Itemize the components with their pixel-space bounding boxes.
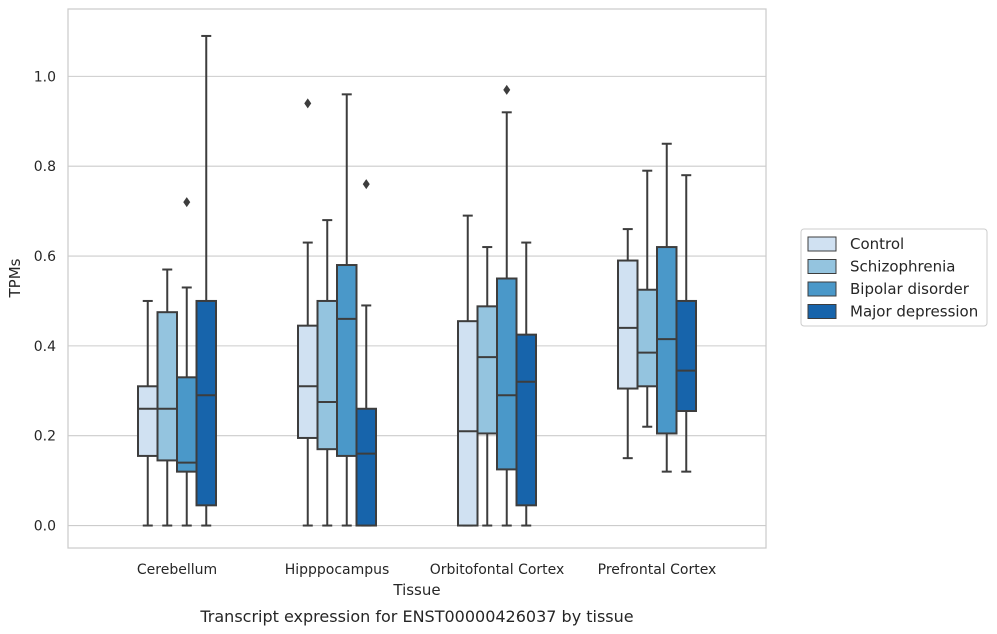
box [636,169,658,428]
box-body [476,305,498,435]
outlier-point [183,197,191,208]
legend-item: Control [807,235,904,253]
legend-swatch [807,236,837,252]
box-body [617,259,639,390]
legend-swatch [807,281,837,297]
box [496,84,518,527]
box [355,179,377,527]
box-body [316,299,338,451]
y-tick-label: 1.0 [34,69,56,85]
box-body [195,299,217,507]
box-body [636,288,658,388]
x-tick-label: Cerebellum [137,562,217,578]
legend-frame [800,228,988,327]
chart-caption: Transcript expression for ENST0000042603… [199,607,633,626]
box [156,268,178,527]
x-tick-label: Orbitofontal Cortex [430,562,565,578]
box [195,34,217,527]
box-body [297,324,319,439]
legend-item: Schizophrenia [807,258,955,276]
outlier-point [304,98,312,109]
legend-label: Major depression [850,303,978,321]
box [316,219,338,527]
legend-item: Bipolar disorder [807,280,970,298]
box-body [496,277,518,471]
box [137,299,159,527]
y-tick-label: 0.4 [34,339,56,355]
y-tick-label: 0.8 [34,159,56,175]
x-tick-label: Hipppocampus [285,562,390,578]
box [656,142,678,473]
y-tick-label: 0.2 [34,429,56,445]
box [617,228,639,460]
box [457,214,479,527]
box-body [656,246,678,435]
x-axis-ticks: Cerebellum Hipppocampus Orbitofontal Corte… [137,562,716,578]
box [515,241,537,527]
legend-item: Major depression [807,303,978,321]
legend-swatch [807,304,837,319]
legend-label: Control [850,235,904,253]
outlier-point [362,179,370,190]
box [336,93,358,527]
box [476,246,498,527]
legend-label: Bipolar disorder [850,280,970,298]
box-body [336,264,358,457]
box-body [137,385,159,457]
box [297,98,319,527]
x-axis-label: Tissue [392,581,440,599]
box-plot-series [137,34,697,527]
box-body [355,407,377,527]
box-body [515,333,537,507]
y-tick-label: 0.6 [34,249,56,265]
box-body [457,320,479,527]
box [176,197,198,527]
x-tick-label: Prefrontal Cortex [598,562,717,578]
legend-swatch [807,259,837,274]
y-axis-ticks: 0.0 0.2 0.4 0.6 0.8 1.0 [34,69,56,534]
box-body [675,299,697,413]
box-body [156,311,178,462]
legend-label: Schizophrenia [850,258,955,276]
box [675,174,697,473]
legend: Control Schizophrenia Bipolar disorder Majo… [800,228,988,327]
y-tick-label: 0.0 [34,519,56,535]
y-axis-label: TPMs [6,258,24,298]
plot-area-frame [67,8,767,549]
outlier-point [503,84,511,95]
box-body [176,376,198,473]
